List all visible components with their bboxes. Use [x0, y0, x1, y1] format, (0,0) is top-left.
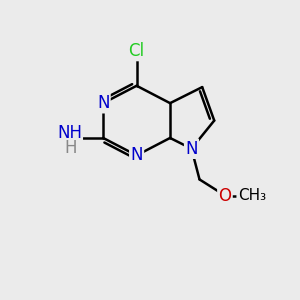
Text: N: N [185, 140, 198, 158]
Text: H: H [65, 139, 77, 157]
Text: O: O [218, 187, 231, 205]
Text: CH₃: CH₃ [238, 188, 266, 203]
Text: N: N [130, 146, 143, 164]
Text: Cl: Cl [129, 42, 145, 60]
Text: N: N [97, 94, 110, 112]
Text: NH: NH [57, 124, 82, 142]
